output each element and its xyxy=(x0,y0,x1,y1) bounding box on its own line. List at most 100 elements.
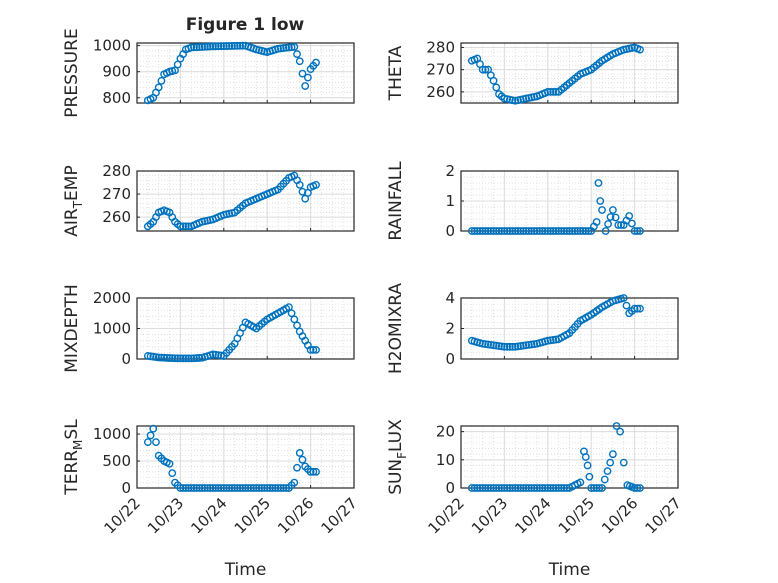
data-point xyxy=(282,43,291,52)
data-point xyxy=(630,304,639,313)
y-tick-label: 0 xyxy=(121,350,131,368)
data-point xyxy=(598,484,606,492)
data-point xyxy=(522,341,530,350)
y-axis-label: H2OMIXRA xyxy=(386,283,406,374)
data-point xyxy=(154,83,163,92)
data-point xyxy=(538,227,547,235)
data-point xyxy=(633,484,642,492)
data-point xyxy=(290,43,299,51)
data-point xyxy=(198,484,207,492)
data-point xyxy=(211,350,220,359)
data-point xyxy=(257,484,266,492)
data-point xyxy=(516,342,525,350)
data-point xyxy=(489,227,498,235)
data-point xyxy=(306,345,315,354)
data-point xyxy=(247,484,255,492)
data-point xyxy=(527,484,536,492)
y-tick-label: 10 xyxy=(436,451,455,469)
y-tick-label: 2 xyxy=(445,162,455,180)
data-point xyxy=(295,180,304,189)
data-point xyxy=(514,227,522,235)
data-point xyxy=(290,478,299,487)
data-point xyxy=(595,484,604,492)
data-point xyxy=(473,484,482,492)
data-point xyxy=(168,469,177,478)
data-point xyxy=(149,424,158,433)
data-point xyxy=(505,227,514,235)
data-point xyxy=(505,342,514,351)
data-point xyxy=(152,353,160,361)
data-point xyxy=(495,484,503,492)
data-point xyxy=(276,484,285,492)
data-point xyxy=(312,58,320,67)
data-point xyxy=(617,221,625,229)
data-point xyxy=(173,354,182,363)
data-point xyxy=(552,227,560,235)
data-point xyxy=(222,484,231,492)
data-point xyxy=(568,227,577,235)
data-point xyxy=(614,221,623,229)
chart-panel-mixdepth: 0 1000 2000 MIXDEPTH xyxy=(62,284,355,373)
y-tick-label: 20 xyxy=(436,423,455,441)
data-point xyxy=(546,336,555,345)
y-tick-label: 1000 xyxy=(93,320,131,338)
data-point xyxy=(211,42,220,51)
data-point xyxy=(298,69,307,78)
data-point xyxy=(600,475,609,484)
data-point xyxy=(554,227,563,235)
data-point xyxy=(508,227,517,235)
data-point xyxy=(543,484,552,492)
data-point xyxy=(179,484,188,492)
data-point xyxy=(519,227,528,235)
data-point xyxy=(195,43,204,51)
x-tick-label: 10/23 xyxy=(144,494,187,537)
data-point xyxy=(181,484,190,492)
data-point xyxy=(219,42,228,51)
data-point xyxy=(622,301,631,310)
data-point xyxy=(230,41,239,50)
data-point xyxy=(543,227,552,235)
data-point xyxy=(470,227,479,235)
data-point xyxy=(535,227,544,235)
y-tick-label: 280 xyxy=(102,162,131,180)
data-point xyxy=(519,341,528,350)
data-point xyxy=(492,227,501,235)
data-point xyxy=(560,227,568,235)
data-point xyxy=(187,354,196,363)
data-point xyxy=(230,484,239,492)
y-tick-label: 0 xyxy=(445,350,455,368)
y-tick-label: 900 xyxy=(102,63,131,81)
data-point xyxy=(598,206,606,214)
y-tick-label: 2000 xyxy=(93,289,131,307)
data-point xyxy=(187,484,196,492)
x-tick-label: 10/22 xyxy=(101,494,144,537)
chart-panel-theta: 260 270 280 THETA xyxy=(386,38,679,105)
data-point xyxy=(165,459,174,468)
data-point xyxy=(524,227,533,235)
data-point xyxy=(249,484,258,492)
y-tick-label: 260 xyxy=(426,83,455,101)
data-point xyxy=(192,354,201,362)
data-point xyxy=(594,179,603,187)
data-point xyxy=(181,222,190,231)
data-point xyxy=(497,342,506,351)
data-point xyxy=(279,44,288,52)
data-point xyxy=(486,340,495,349)
data-point xyxy=(312,180,320,189)
data-point xyxy=(478,484,487,492)
data-point xyxy=(481,227,490,235)
data-point xyxy=(581,227,590,235)
data-point xyxy=(200,484,209,492)
data-point xyxy=(557,227,566,235)
data-point xyxy=(500,342,509,351)
data-point xyxy=(557,484,566,492)
data-point xyxy=(143,352,152,360)
chart-panel-terrmsl: 0 500 1000 10/22 10/23 10/24 10/25 10/26 10/27 Ti… xyxy=(62,419,361,580)
figure-title: Figure 1 low xyxy=(186,15,305,35)
data-point xyxy=(222,42,231,50)
data-point xyxy=(503,342,512,351)
data-point xyxy=(583,461,592,470)
data-point xyxy=(154,353,163,362)
y-tick-label: 2 xyxy=(445,320,455,338)
